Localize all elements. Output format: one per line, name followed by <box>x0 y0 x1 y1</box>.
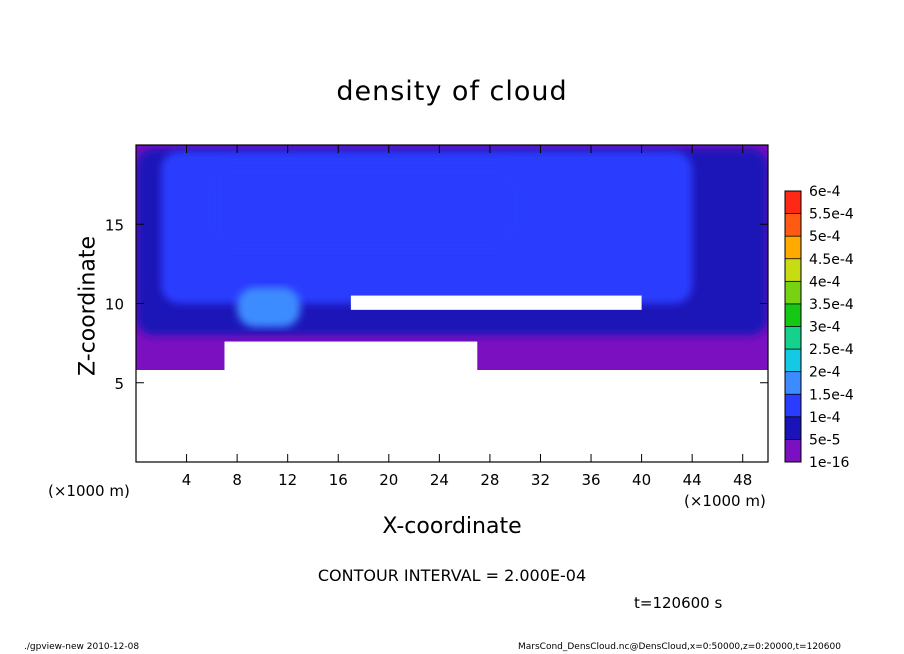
x-tick-label: 4 <box>182 471 192 489</box>
x-tick-label: 48 <box>733 471 752 489</box>
footer-source-info: MarsCond_DensCloud.nc@DensCloud,x=0:5000… <box>518 642 841 652</box>
x-axis-label: X-coordinate <box>382 514 522 539</box>
colorbar-label: 4.5e-4 <box>809 252 854 268</box>
chart-title: density of cloud <box>336 76 568 107</box>
no-data-region <box>224 341 478 371</box>
colorbar-swatch <box>785 416 801 440</box>
density-field <box>136 145 768 371</box>
x-axis-unit-left: (×1000 m) <box>48 482 130 500</box>
colorbar-label: 5e-4 <box>809 229 841 245</box>
colorbar-label: 3e-4 <box>809 320 841 336</box>
time-stamp: t=120600 s <box>634 594 723 612</box>
colorbar: 1e-16 5e-5 1e-4 1.5e-4 2e-4 2.5e-4 3e-4 3.5e-4 4… <box>784 184 854 471</box>
colorbar-label: 6e-4 <box>809 184 841 200</box>
colorbar-label: 4e-4 <box>809 274 841 290</box>
colorbar-swatch <box>785 213 801 237</box>
no-data-region <box>136 370 768 462</box>
x-tick-label: 44 <box>683 471 702 489</box>
colorbar-label: 2e-4 <box>809 365 841 381</box>
colorbar-label: 5e-5 <box>809 432 840 448</box>
x-tick-label: 8 <box>232 471 242 489</box>
no-data-regions <box>136 295 768 462</box>
colorbar-swatch <box>785 349 801 372</box>
y-axis-ticks: 5 10 15 <box>105 216 768 393</box>
footer-program-date: ./gpview-new 2010-12-08 <box>24 642 140 652</box>
x-tick-label: 16 <box>329 471 348 489</box>
colorbar-label: 1.5e-4 <box>809 387 854 403</box>
y-tick-label: 10 <box>105 296 124 314</box>
colorbar-swatch <box>785 303 801 327</box>
colorbar-swatch <box>785 371 801 395</box>
x-tick-label: 24 <box>430 471 449 489</box>
colorbar-swatch <box>785 439 801 462</box>
colorbar-label: 1e-4 <box>809 410 841 426</box>
x-tick-label: 32 <box>531 471 550 489</box>
y-tick-label: 15 <box>105 216 124 234</box>
x-tick-label: 20 <box>379 471 398 489</box>
colorbar-swatch <box>785 281 801 304</box>
density-region <box>211 164 516 249</box>
colorbar-swatch <box>785 236 801 259</box>
x-tick-label: 12 <box>278 471 297 489</box>
colorbar-swatch <box>785 394 801 417</box>
colorbar-label: 2.5e-4 <box>809 342 854 358</box>
density-region <box>237 287 301 328</box>
x-axis-unit-right: (×1000 m) <box>684 492 766 510</box>
colorbar-label: 5.5e-4 <box>809 207 854 223</box>
no-data-region <box>350 295 642 310</box>
colorbar-swatch <box>785 191 801 214</box>
x-tick-label: 28 <box>480 471 499 489</box>
colorbar-label: 1e-16 <box>809 455 849 471</box>
colorbar-label: 3.5e-4 <box>809 297 854 313</box>
contour-interval-note: CONTOUR INTERVAL = 2.000E-04 <box>317 566 587 585</box>
y-tick-label: 5 <box>114 375 124 393</box>
x-tick-label: 40 <box>632 471 651 489</box>
x-axis-ticks: 4 8 12 16 20 24 28 32 36 40 44 48 <box>182 145 752 489</box>
x-tick-label: 36 <box>581 471 600 489</box>
colorbar-swatch <box>785 258 801 282</box>
colorbar-swatch <box>785 326 801 350</box>
